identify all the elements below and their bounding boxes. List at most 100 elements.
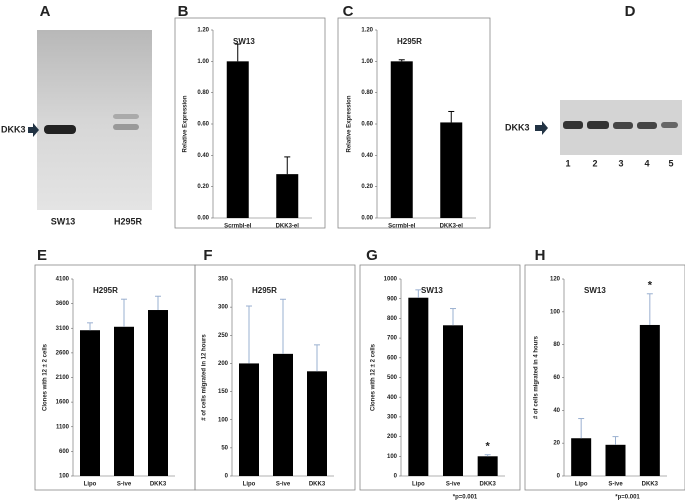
y-tick-label: 1.00: [361, 59, 373, 65]
y-tick-label: 0.40: [197, 153, 209, 159]
panel-label: D: [625, 3, 636, 20]
x-tick-label: DKK3: [479, 482, 496, 488]
y-tick-label: 0: [394, 474, 398, 480]
panel-label: A: [40, 3, 51, 20]
x-tick-label: DKK3: [309, 482, 326, 488]
y-tick-label: 800: [387, 316, 398, 322]
y-tick-label: 100: [218, 417, 229, 423]
chart-title: SW13: [584, 286, 606, 295]
panel-label: F: [203, 247, 212, 264]
bar: [390, 61, 413, 219]
chart-frame: [174, 17, 326, 229]
y-tick-label: 0.20: [361, 184, 373, 190]
y-tick-label: 100: [59, 474, 70, 480]
lane-label: 3: [618, 158, 623, 168]
chart-frame: [194, 264, 356, 491]
chart-title: SW13: [421, 286, 443, 295]
y-tick-label: 700: [387, 336, 398, 342]
bar: [571, 438, 592, 476]
y-tick-label: 0.00: [361, 216, 373, 222]
blot-label: DKK3: [1, 124, 26, 134]
y-axis-label: Clones with 12 ± 2 cells: [43, 343, 49, 411]
chart-frame: [359, 264, 521, 491]
x-tick-label: S-ive: [608, 482, 623, 488]
x-tick-label: Lipo: [84, 482, 97, 488]
blot-band: [637, 122, 657, 129]
chart-title: H295R: [93, 286, 118, 295]
panel-label: C: [343, 3, 354, 20]
y-tick-label: 300: [218, 305, 229, 311]
y-tick-label: 2100: [56, 375, 70, 381]
bar: [440, 122, 463, 218]
lane-label: H295R: [114, 216, 143, 226]
bar: [276, 174, 299, 218]
bar: [307, 371, 327, 476]
footnote: *p=0.001: [615, 495, 640, 501]
y-tick-label: 400: [387, 395, 398, 401]
x-tick-label: Lipo: [575, 482, 588, 488]
y-tick-label: 200: [387, 434, 398, 440]
bar: [639, 324, 660, 476]
y-tick-label: 0.80: [361, 90, 373, 96]
y-tick-label: 100: [550, 309, 561, 315]
x-tick-label: S-ive: [276, 482, 291, 488]
annotation: *: [486, 441, 491, 453]
y-tick-label: 1100: [56, 424, 70, 430]
arrow: [535, 121, 548, 135]
y-tick-label: 300: [387, 414, 398, 420]
x-tick-label: DKK3-el: [276, 224, 300, 230]
arrow: [28, 123, 39, 137]
bar: [148, 310, 168, 476]
lane-label: SW13: [51, 216, 76, 226]
y-tick-label: 200: [218, 361, 229, 367]
y-tick-label: 350: [218, 277, 229, 283]
y-tick-label: 40: [553, 408, 560, 414]
y-tick-label: 1000: [384, 277, 398, 283]
x-tick-label: DKK3: [150, 482, 167, 488]
y-tick-label: 500: [387, 375, 398, 381]
bar: [443, 325, 463, 476]
y-tick-label: 600: [59, 449, 70, 455]
y-tick-label: 1.20: [361, 28, 373, 34]
bar: [239, 363, 259, 476]
y-tick-label: 0.20: [197, 184, 209, 190]
panel-label: H: [535, 247, 546, 264]
y-tick-label: 0.60: [361, 122, 373, 128]
y-tick-label: 4100: [56, 277, 70, 283]
y-tick-label: 0.40: [361, 153, 373, 159]
y-tick-label: 80: [553, 342, 560, 348]
lane-label: 2: [592, 158, 597, 168]
y-tick-label: 100: [387, 454, 398, 460]
y-tick-label: 1600: [56, 400, 70, 406]
panel-label: E: [37, 247, 47, 264]
bar: [408, 297, 429, 476]
chart-frame: [337, 17, 491, 229]
lane-label: 1: [565, 158, 570, 168]
y-tick-label: 0.80: [197, 90, 209, 96]
bar: [477, 456, 498, 476]
y-tick-label: 1.20: [197, 28, 209, 34]
y-tick-label: 20: [553, 441, 560, 447]
x-tick-label: S-ive: [446, 482, 461, 488]
x-tick-label: DKK3-el: [440, 224, 464, 230]
y-tick-label: 1.00: [197, 59, 209, 65]
footnote: *p=0.001: [453, 495, 478, 501]
x-tick-label: Scrmbl-el: [224, 224, 252, 230]
bar: [226, 61, 249, 219]
lane-label: 5: [668, 158, 673, 168]
blot-band: [563, 121, 583, 129]
blot-band: [113, 114, 139, 119]
y-tick-label: 0: [557, 474, 561, 480]
y-axis-label: Relative Expression: [183, 95, 189, 152]
y-axis-label: # of cells migrated in 4 hours: [534, 335, 540, 419]
y-tick-label: 0.60: [197, 122, 209, 128]
blot-label: DKK3: [505, 122, 530, 132]
panel-label: G: [366, 247, 378, 264]
y-tick-label: 600: [387, 355, 398, 361]
y-tick-label: 3100: [56, 326, 70, 332]
bar: [114, 326, 134, 476]
y-tick-label: 900: [387, 296, 398, 302]
y-axis-label: Relative Expression: [347, 95, 353, 152]
y-tick-label: 2600: [56, 350, 70, 356]
